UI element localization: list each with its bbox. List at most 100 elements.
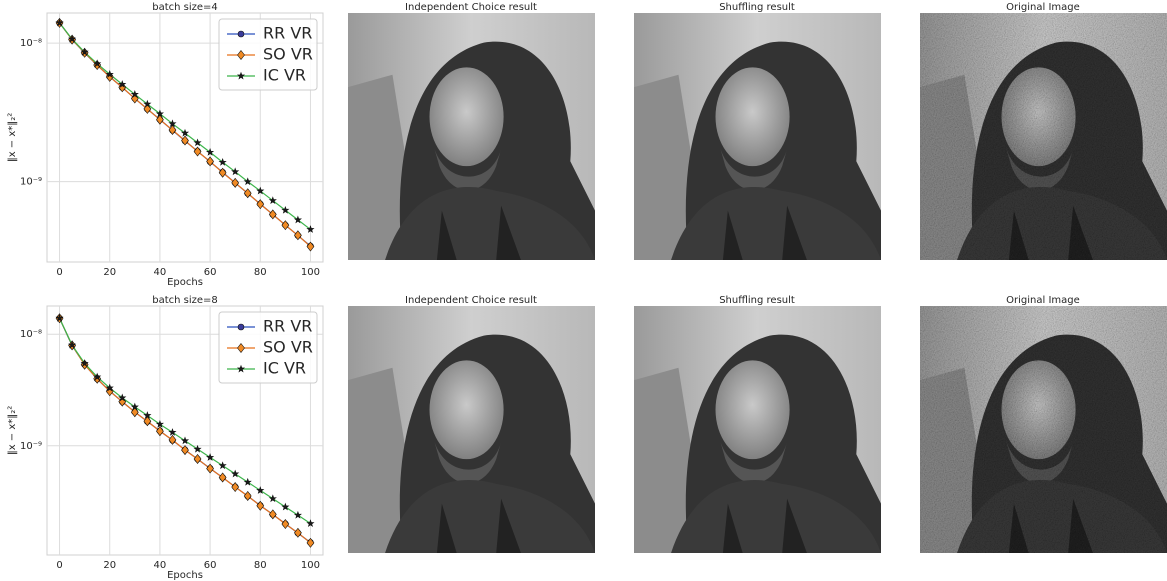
legend-marker [237,30,245,38]
legend-label: IC VR [263,66,306,85]
marker [180,128,190,137]
marker [143,416,152,427]
marker [143,99,152,108]
marker [268,494,277,503]
marker [130,407,139,418]
marker [118,393,127,402]
marker [68,34,77,43]
marker [243,177,252,186]
marker [105,383,114,392]
legend-label: SO VR [263,338,313,357]
marker [118,80,127,88]
marker [143,411,152,419]
x-tick-label: 100 [301,267,320,278]
marker [293,510,302,519]
marker [105,69,114,78]
marker [243,188,252,199]
x-tick-label: 0 [56,267,62,278]
chart: 0 20 40 60 80 100 10⁻⁸ 10⁻⁹ batch size=4 Epochs ‖x… [7,2,324,288]
marker [281,502,290,511]
marker [156,114,164,125]
marker [231,469,240,478]
marker [218,157,227,166]
image-title: Shuffling result [719,295,795,306]
marker [293,215,302,224]
marker [93,372,102,381]
marker [168,428,177,436]
marker [256,186,265,195]
chart-title: batch size=4 [152,2,218,13]
x-tick-label: 100 [301,560,320,571]
marker [256,199,265,210]
y-tick-label: 10⁻⁹ [20,177,42,188]
marker [218,167,227,178]
marker [193,138,202,147]
legend-marker [237,323,245,331]
marker [268,509,277,520]
image-title: Independent Choice result [405,2,537,13]
x-axis-label: Epochs [167,277,203,288]
marker [80,47,89,56]
y-axis-label: ‖x − x*‖₂² [7,113,18,163]
marker [281,519,290,530]
image [348,13,595,260]
marker [55,313,64,322]
marker [256,500,265,511]
legend-box [218,311,318,384]
marker [180,436,190,445]
legend-marker [237,50,245,60]
marker [306,519,315,528]
legend-label: IC VR [263,359,306,378]
marker [243,477,252,486]
marker [155,419,164,428]
marker [231,177,240,188]
marker [294,527,302,538]
x-axis-label: Epochs [167,570,203,581]
marker [181,445,189,456]
marker [130,90,139,98]
x-tick-label: 60 [204,560,217,571]
x-tick-label: 60 [204,267,217,278]
x-tick-label: 80 [254,267,267,278]
marker [268,209,277,220]
marker [118,82,127,93]
marker [281,205,290,214]
y-axis-label: ‖x − x*‖₂² [7,406,18,456]
x-tick-label: 80 [254,560,267,571]
marker [306,225,315,233]
chart-title: batch size=8 [152,295,218,306]
image [634,306,881,553]
marker [256,486,265,494]
x-tick-label: 40 [154,560,167,571]
image [348,306,595,553]
marker [155,109,164,118]
marker [168,125,177,135]
x-tick-label: 0 [56,560,62,571]
marker [93,373,102,384]
marker [193,453,202,464]
x-tick-label: 20 [103,267,116,278]
marker [168,434,177,445]
marker [130,402,139,411]
marker [218,472,227,483]
marker [93,59,102,68]
image-title: Independent Choice result [405,295,537,306]
marker [80,359,89,367]
marker [193,444,202,453]
image-title: Original Image [1006,295,1080,306]
legend-label: SO VR [263,45,313,64]
marker [218,461,227,470]
image-grid: Independent Choice result Shuffling resu… [348,2,1167,553]
marker [306,537,315,548]
marker [156,426,164,437]
marker [55,18,64,27]
marker [206,147,215,156]
legend-label: RR VR [263,317,312,336]
marker [268,196,277,205]
x-tick-label: 20 [103,560,116,571]
marker [281,220,290,231]
marker [168,119,177,128]
marker [193,146,202,157]
legend-marker [236,71,246,80]
marker [231,482,240,493]
